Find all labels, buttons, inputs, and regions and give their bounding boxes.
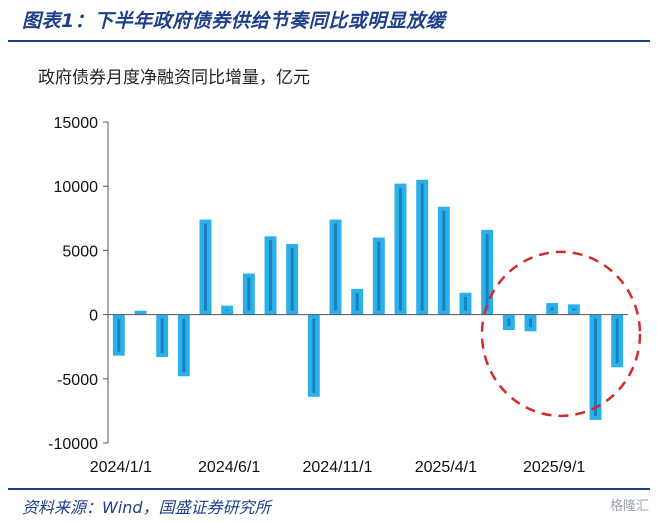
bar-2025/12/1 [611, 314, 624, 368]
bar-2025/9/1 [546, 303, 559, 315]
bar-center-stripe [442, 210, 446, 311]
bar-center-stripe [550, 307, 554, 311]
bars [112, 179, 624, 420]
bar-2025/5/1 [459, 292, 472, 315]
bar-2025/3/1 [416, 179, 429, 315]
bar-rect [134, 310, 147, 315]
figure-title: 图表1：下半年政府债券供给节奏同比或明显放缓 [22, 10, 446, 32]
bar-center-stripe [420, 183, 424, 311]
bar-2024/3/1 [156, 314, 169, 357]
bar-2024/11/1 [329, 219, 342, 315]
bar-center-stripe [160, 318, 164, 353]
bar-2025/2/1 [394, 183, 407, 315]
bar-center-stripe [269, 240, 272, 311]
bar-2024/12/1 [351, 288, 364, 315]
highlight-dashed-circle [480, 250, 642, 418]
bar-center-stripe [117, 318, 121, 352]
bar-2025/11/1 [589, 314, 602, 420]
bar-center-stripe [204, 223, 207, 311]
bar-2024/9/1 [286, 243, 299, 315]
y-tick-label: 15000 [54, 115, 99, 132]
bar-center-stripe [377, 241, 381, 311]
bar-center-stripe [399, 187, 402, 311]
bar-center-stripe [529, 318, 532, 328]
bar-2025/1/1 [372, 237, 385, 315]
bar-2025/6/1 [481, 229, 494, 315]
y-tick-label: -5000 [57, 372, 98, 389]
bar-2024/4/1 [177, 314, 190, 377]
y-axis-unit-label: 政府债券月度净融资同比增量，亿元 [38, 68, 310, 88]
bar-center-stripe [312, 318, 316, 393]
watermark-logo: 格隆汇 [609, 499, 649, 514]
y-tick-label: -10000 [48, 436, 98, 453]
top-divider [8, 40, 650, 42]
bar-center-stripe [594, 318, 597, 416]
bar-center-stripe [355, 292, 359, 311]
bar-2025/8/1 [524, 314, 537, 332]
bar-center-stripe [507, 318, 511, 327]
x-tick-label: 2024/1/1 [90, 459, 152, 476]
bar-center-stripe [485, 233, 489, 311]
bar-2024/10/1 [307, 314, 320, 397]
y-tick-label: 0 [89, 308, 98, 325]
x-axis-ticks: 2024/1/1 2024/6/1 2024/11/1 2025/4/1 2025/9/… [90, 459, 586, 476]
x-tick-label: 2024/11/1 [303, 459, 373, 476]
bar-2024/7/1 [242, 273, 255, 315]
bar-2024/8/1 [264, 236, 277, 315]
x-tick-label: 2025/9/1 [523, 459, 585, 476]
y-tick-label: 5000 [62, 243, 98, 260]
bar-center-stripe [615, 318, 619, 364]
bar-2024/1/1 [112, 314, 125, 356]
bar-2025/4/1 [437, 206, 450, 315]
x-tick-label: 2024/6/1 [198, 459, 260, 476]
bar-center-stripe [225, 309, 229, 311]
y-axis-ticks: -10000 -5000 0 5000 10000 15000 [48, 115, 108, 453]
y-tick-label: 10000 [54, 179, 99, 196]
bar-center-stripe [464, 296, 467, 311]
bar-center-stripe [572, 308, 576, 311]
bar-center-stripe [334, 223, 337, 311]
bar-2024/2/1 [134, 310, 147, 315]
bar-center-stripe [290, 247, 294, 311]
bar-2025/10/1 [567, 304, 580, 315]
bar-2024/6/1 [221, 305, 234, 315]
bar-center-stripe [182, 318, 186, 373]
bar-center-stripe [247, 277, 251, 311]
source-note: 资料来源：Wind，国盛证券研究所 [22, 498, 271, 517]
bottom-divider [8, 488, 650, 490]
bar-2025/7/1 [502, 314, 515, 331]
bar-2024/5/1 [199, 219, 212, 315]
x-tick-label: 2025/4/1 [415, 459, 477, 476]
